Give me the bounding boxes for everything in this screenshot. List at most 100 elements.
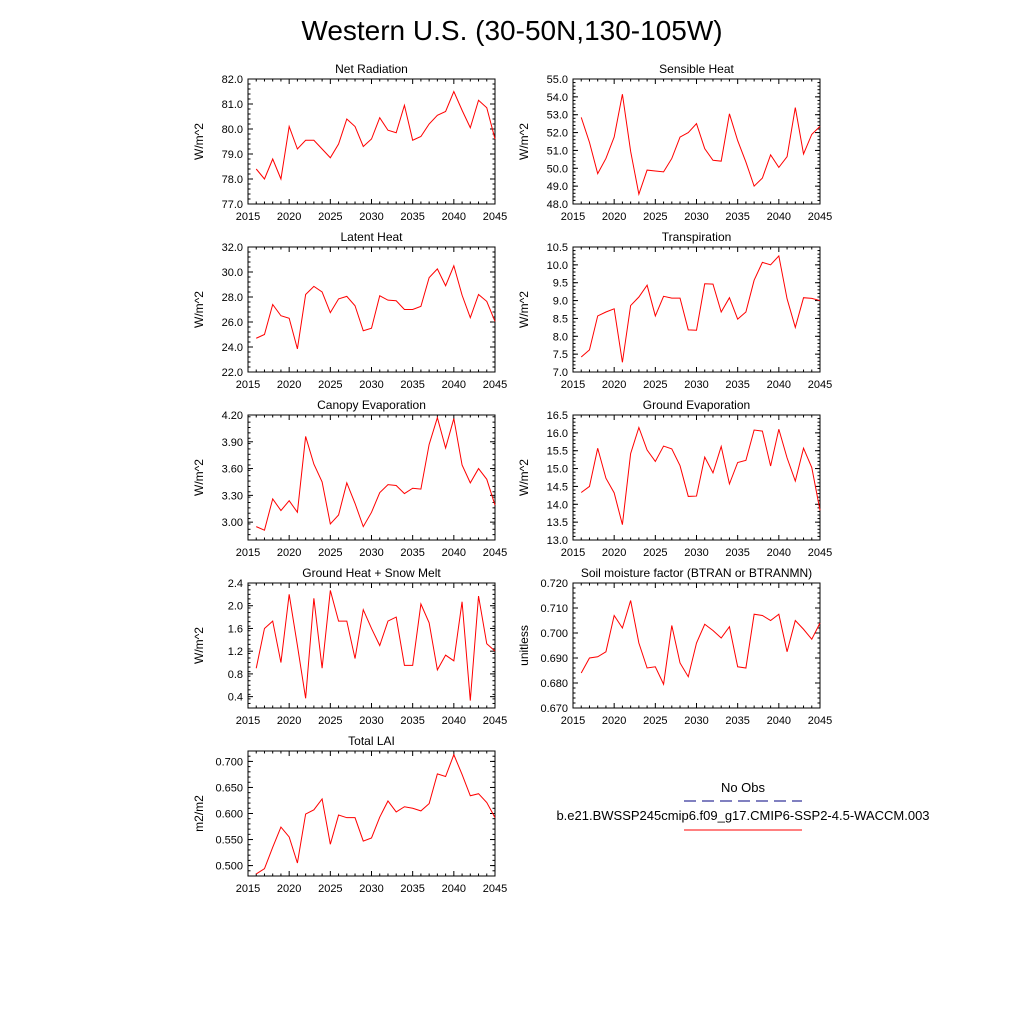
- series-line: [255, 753, 496, 875]
- y-tick-label: 82.0: [222, 74, 243, 86]
- y-tick-label: 8.5: [553, 313, 568, 325]
- x-tick-label: 2015: [236, 547, 260, 559]
- y-tick-label: 14.5: [547, 481, 568, 493]
- x-tick-label: 2020: [602, 715, 626, 727]
- x-tick-label: 2025: [643, 211, 667, 223]
- y-tick-label: 8.0: [553, 331, 568, 343]
- y-tick-label: 4.20: [222, 410, 243, 422]
- x-tick-label: 2035: [400, 883, 424, 895]
- panel-ground-heat-snow-melt: Ground Heat + Snow Melt 2015 2020 2025 2030 2…: [192, 566, 507, 727]
- plot-frame: [247, 582, 496, 709]
- panel-title: Soil moisture factor (BTRAN or BTRANMN): [581, 566, 812, 580]
- x-tick-label: 2020: [277, 715, 301, 727]
- plot-frame: [247, 78, 496, 205]
- y-tick-label: 0.550: [215, 835, 243, 847]
- legend-model-label: b.e21.BWSSP245cmip6.f09_g17.CMIP6-SSP2-4…: [556, 808, 929, 823]
- y-tick-label: 15.5: [547, 446, 568, 458]
- y-tick-label: 0.670: [540, 703, 568, 715]
- x-tick-label: 2045: [808, 715, 832, 727]
- y-tick-label: 48.0: [547, 199, 568, 211]
- x-tick-label: 2030: [359, 211, 383, 223]
- panel-title: Net Radiation: [335, 62, 408, 76]
- panel-net-radiation: Net Radiation 2015 2020 2025 2030 2035 2040 204…: [192, 62, 507, 223]
- y-tick-label: 1.6: [228, 623, 243, 635]
- y-tick-label: 7.0: [553, 367, 568, 379]
- x-tick-label: 2045: [808, 379, 832, 391]
- x-tick-label: 2040: [442, 547, 466, 559]
- x-tick-label: 2035: [725, 715, 749, 727]
- y-tick-label: 13.0: [547, 535, 568, 547]
- panel-title: Canopy Evaporation: [317, 398, 426, 412]
- y-tick-label: 2.0: [228, 601, 243, 613]
- series-line: [580, 254, 821, 363]
- y-tick-label: 0.680: [540, 678, 568, 690]
- x-tick-label: 2015: [561, 547, 585, 559]
- y-tick-label: 0.690: [540, 653, 568, 665]
- x-tick-label: 2020: [277, 883, 301, 895]
- y-tick-label: 3.60: [222, 464, 243, 476]
- panel-transpiration: Transpiration 2015 2020 2025 2030 2035 2040 204…: [517, 230, 832, 391]
- y-tick-label: 80.0: [222, 124, 243, 136]
- panel-ground-evaporation: Ground Evaporation 2015 2020 2025 2030 2035 20…: [517, 398, 832, 559]
- series-line: [255, 90, 496, 181]
- series-line: [580, 94, 821, 197]
- x-tick-label: 2015: [236, 379, 260, 391]
- y-tick-label: 81.0: [222, 99, 243, 111]
- y-tick-label: 0.720: [540, 578, 568, 590]
- plot-frame: [572, 246, 821, 373]
- plot-frame: [572, 78, 821, 205]
- y-tick-label: 1.2: [228, 646, 243, 658]
- panel-title: Transpiration: [662, 230, 732, 244]
- y-tick-label: 55.0: [547, 74, 568, 86]
- y-tick-label: 16.5: [547, 410, 568, 422]
- series-line: [580, 600, 821, 686]
- plot-frame: [572, 582, 821, 709]
- y-tick-label: 15.0: [547, 464, 568, 476]
- y-axis-label: W/m^2: [517, 291, 531, 328]
- y-tick-label: 7.5: [553, 349, 568, 361]
- x-tick-label: 2045: [483, 715, 507, 727]
- y-tick-label: 13.5: [547, 517, 568, 529]
- legend-obs-label: No Obs: [721, 780, 766, 795]
- panel-latent-heat: Latent Heat 2015 2020 2025 2030 2035 2040 2045 2…: [192, 230, 507, 391]
- y-tick-label: 24.0: [222, 342, 243, 354]
- x-tick-label: 2035: [400, 547, 424, 559]
- x-tick-label: 2015: [236, 883, 260, 895]
- x-tick-label: 2030: [684, 379, 708, 391]
- x-tick-label: 2045: [483, 379, 507, 391]
- y-tick-label: 9.5: [553, 278, 568, 290]
- y-tick-label: 0.700: [215, 756, 243, 768]
- y-axis-label: W/m^2: [192, 627, 206, 664]
- x-tick-label: 2030: [359, 715, 383, 727]
- x-tick-label: 2015: [236, 211, 260, 223]
- x-tick-label: 2020: [277, 211, 301, 223]
- series-line: [580, 425, 821, 525]
- x-tick-label: 2020: [602, 211, 626, 223]
- x-tick-label: 2015: [561, 379, 585, 391]
- panel-title: Total LAI: [348, 734, 395, 748]
- y-axis-label: unitless: [517, 625, 531, 666]
- y-tick-label: 50.0: [547, 163, 568, 175]
- y-tick-label: 54.0: [547, 92, 568, 104]
- x-tick-label: 2030: [684, 547, 708, 559]
- y-tick-label: 10.5: [547, 242, 568, 254]
- x-tick-label: 2025: [318, 883, 342, 895]
- y-tick-label: 16.0: [547, 428, 568, 440]
- x-tick-label: 2020: [602, 547, 626, 559]
- panel-canopy-evaporation: Canopy Evaporation 2015 2020 2025 2030 2035 20…: [192, 398, 507, 559]
- legend: No Obs b.e21.BWSSP245cmip6.f09_g17.CMIP6…: [556, 780, 930, 831]
- x-tick-label: 2040: [767, 715, 791, 727]
- x-tick-label: 2025: [318, 547, 342, 559]
- y-axis-label: W/m^2: [192, 459, 206, 496]
- x-tick-label: 2045: [808, 211, 832, 223]
- x-tick-label: 2020: [277, 547, 301, 559]
- x-tick-label: 2035: [400, 211, 424, 223]
- panel-title: Latent Heat: [340, 230, 403, 244]
- x-tick-label: 2030: [684, 211, 708, 223]
- x-tick-label: 2040: [767, 379, 791, 391]
- x-tick-label: 2045: [483, 211, 507, 223]
- y-tick-label: 9.0: [553, 296, 568, 308]
- x-tick-label: 2020: [602, 379, 626, 391]
- x-tick-label: 2020: [277, 379, 301, 391]
- y-tick-label: 26.0: [222, 317, 243, 329]
